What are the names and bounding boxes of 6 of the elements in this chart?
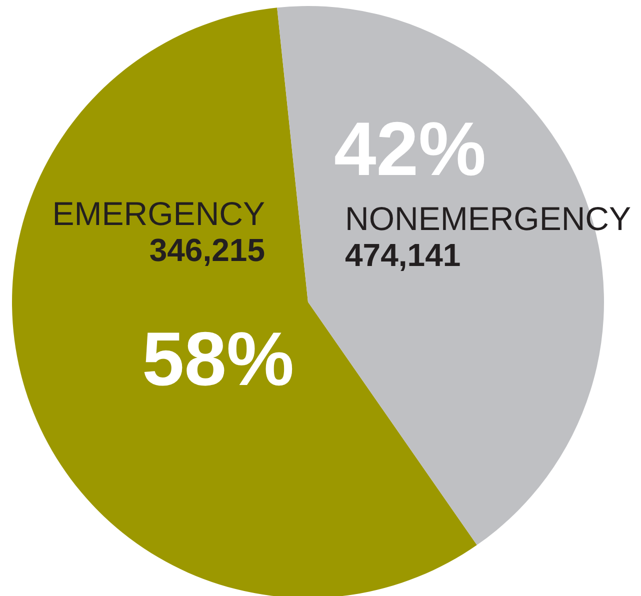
- text: 346,215: [149, 232, 265, 268]
- data-label: 58%: [142, 317, 294, 402]
- data-label: 42%: [334, 107, 486, 192]
- slice-label: EMERGENCY: [52, 195, 265, 232]
- slice-label: NONEMERGENCY: [345, 200, 632, 237]
- text: 474,141: [345, 237, 461, 273]
